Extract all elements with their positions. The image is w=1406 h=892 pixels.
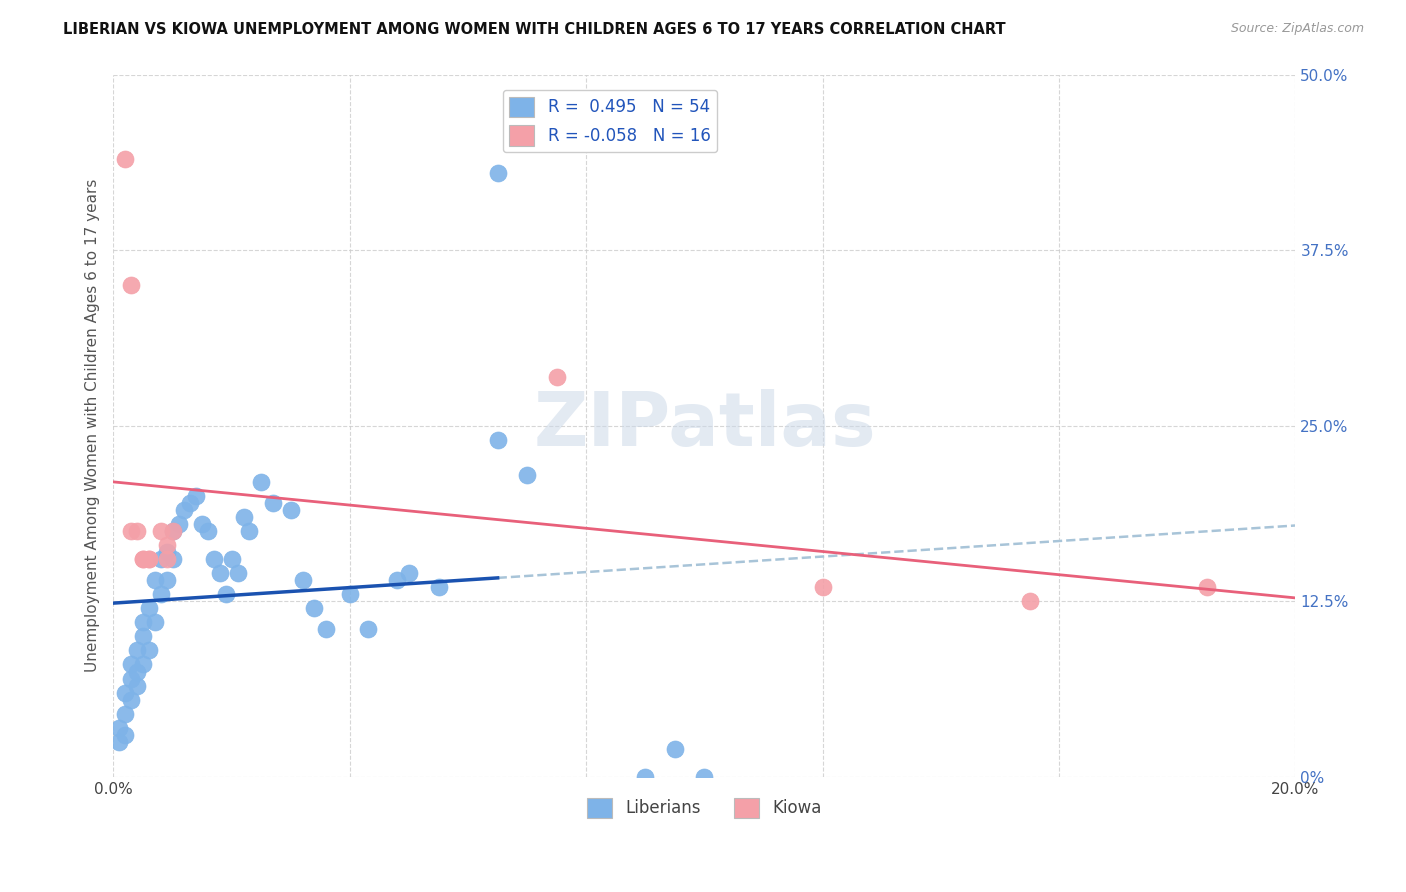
Point [186, 489, 208, 503]
Point [127, 665, 149, 679]
Point [120, 692, 142, 706]
Point [664, 741, 686, 756]
Point [811, 580, 834, 594]
Point [226, 566, 249, 581]
Point [114, 728, 136, 742]
Point [280, 503, 302, 517]
Point [315, 623, 337, 637]
Point [167, 516, 190, 531]
Point [1018, 594, 1040, 608]
Point [156, 538, 179, 552]
Point [221, 552, 243, 566]
Point [138, 552, 160, 566]
Point [339, 587, 361, 601]
Point [398, 566, 420, 581]
Point [120, 672, 142, 686]
Point [173, 503, 195, 517]
Point [132, 552, 155, 566]
Text: ZIPatlas: ZIPatlas [533, 389, 876, 462]
Point [1195, 580, 1218, 594]
Point [143, 573, 166, 587]
Point [149, 524, 172, 538]
Point [250, 475, 273, 489]
Point [304, 601, 326, 615]
Point [162, 552, 184, 566]
Point [486, 433, 509, 447]
Point [132, 629, 155, 643]
Point [132, 657, 155, 672]
Point [120, 278, 142, 293]
Point [693, 770, 716, 784]
Y-axis label: Unemployment Among Women with Children Ages 6 to 17 years: Unemployment Among Women with Children A… [86, 179, 100, 673]
Point [516, 467, 538, 482]
Point [114, 685, 136, 699]
Point [132, 552, 155, 566]
Point [127, 679, 149, 693]
Point [179, 496, 201, 510]
Point [138, 552, 160, 566]
Point [232, 510, 254, 524]
Point [127, 643, 149, 657]
Point [634, 770, 657, 784]
Point [156, 552, 179, 566]
Point [191, 516, 214, 531]
Point [114, 706, 136, 721]
Point [262, 496, 284, 510]
Point [108, 735, 131, 749]
Point [132, 615, 155, 630]
Point [162, 524, 184, 538]
Point [120, 524, 142, 538]
Point [108, 721, 131, 735]
Point [202, 552, 225, 566]
Point [427, 580, 450, 594]
Point [546, 369, 568, 384]
Point [486, 166, 509, 180]
Point [138, 643, 160, 657]
Point [385, 573, 408, 587]
Point [356, 623, 378, 637]
Point [149, 552, 172, 566]
Point [149, 587, 172, 601]
Point [120, 657, 142, 672]
Text: LIBERIAN VS KIOWA UNEMPLOYMENT AMONG WOMEN WITH CHILDREN AGES 6 TO 17 YEARS CORR: LIBERIAN VS KIOWA UNEMPLOYMENT AMONG WOM… [63, 22, 1005, 37]
Point [143, 615, 166, 630]
Point [238, 524, 260, 538]
Point [197, 524, 219, 538]
Point [114, 152, 136, 166]
Legend: Liberians, Kiowa: Liberians, Kiowa [581, 791, 828, 825]
Point [215, 587, 238, 601]
Point [127, 524, 149, 538]
Point [208, 566, 231, 581]
Point [156, 573, 179, 587]
Point [138, 601, 160, 615]
Text: Source: ZipAtlas.com: Source: ZipAtlas.com [1230, 22, 1364, 36]
Point [162, 524, 184, 538]
Point [291, 573, 314, 587]
Point [156, 545, 179, 559]
